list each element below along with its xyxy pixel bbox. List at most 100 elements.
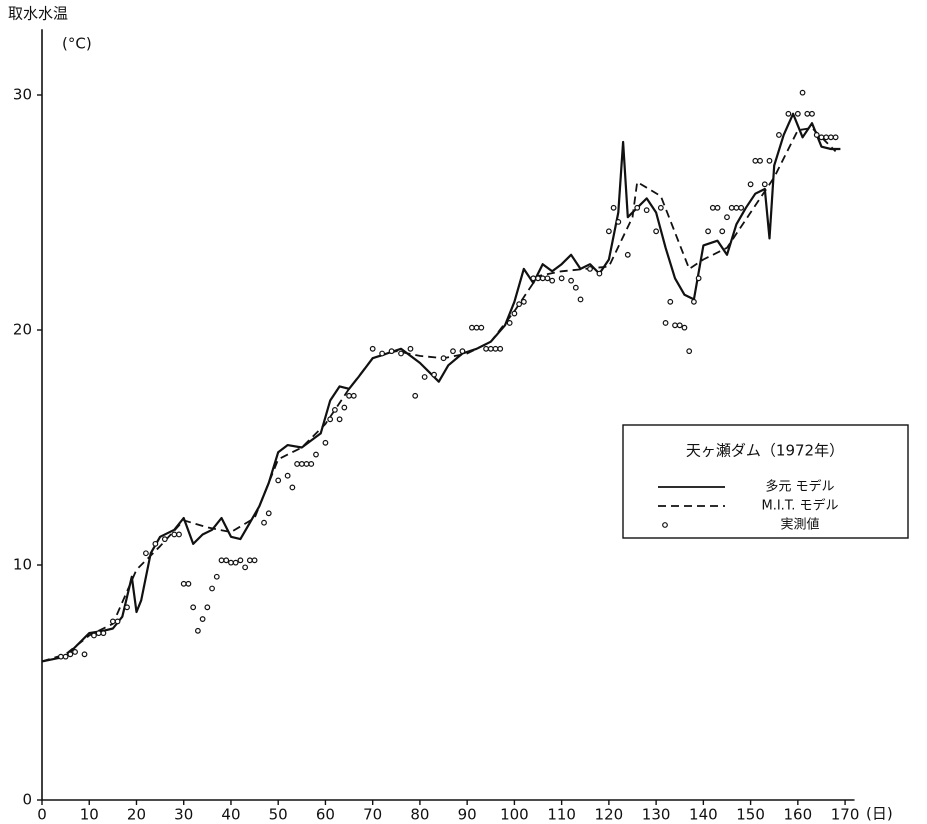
data-point: [313, 451, 319, 458]
x-tick-label: 130: [642, 806, 671, 824]
data-point: [724, 214, 730, 221]
data-point: [350, 392, 357, 399]
data-point: [62, 653, 69, 660]
data-point: [478, 324, 485, 331]
data-point: [459, 348, 466, 355]
data-point: [492, 345, 499, 352]
data-point: [308, 461, 315, 467]
data-point: [440, 355, 447, 362]
data-point: [549, 277, 556, 284]
data-point: [242, 564, 249, 571]
data-point: [246, 557, 253, 564]
data-point: [520, 298, 527, 305]
x-tick-label: 60: [316, 806, 335, 824]
x-tick-label: 0: [37, 806, 47, 824]
data-point: [799, 89, 806, 96]
y-tick-label: 20: [13, 321, 32, 339]
data-point: [161, 536, 168, 543]
data-point: [577, 296, 584, 303]
data-point: [289, 484, 296, 491]
data-point: [794, 110, 801, 117]
data-point: [506, 320, 513, 326]
data-point: [341, 404, 348, 411]
data-point: [657, 204, 664, 211]
data-point: [823, 134, 830, 141]
data-point: [265, 510, 272, 517]
data-point: [483, 345, 489, 352]
data-point: [431, 371, 437, 378]
y-axis-unit: (°C): [62, 35, 92, 53]
data-point: [539, 275, 546, 282]
data-point: [672, 322, 678, 329]
data-point: [605, 228, 612, 235]
x-tick-label: 120: [595, 806, 624, 824]
data-point: [237, 557, 244, 564]
data-point: [544, 275, 551, 282]
data-point: [322, 439, 329, 446]
data-point: [714, 204, 721, 211]
data-point: [346, 392, 352, 399]
data-point: [185, 580, 192, 587]
data-point: [568, 277, 574, 284]
data-point: [407, 345, 414, 352]
data-point: [757, 157, 763, 164]
data-point: [152, 540, 159, 547]
data-point: [95, 630, 102, 637]
data-point: [804, 110, 811, 117]
data-point: [180, 580, 187, 587]
data-point: [67, 651, 74, 658]
x-tick-label: 50: [269, 806, 288, 824]
data-point: [204, 604, 211, 611]
line: [41, 112, 841, 663]
data-point: [124, 604, 130, 611]
data-point: [776, 132, 782, 138]
data-point: [209, 585, 215, 592]
line: [41, 127, 837, 663]
x-axis-unit: (日): [866, 805, 893, 823]
x-tick-label: 160: [784, 806, 813, 824]
data-point: [213, 573, 220, 580]
data-point: [303, 461, 310, 467]
data-point: [624, 251, 631, 258]
data-point: [284, 472, 291, 479]
data-point: [516, 301, 523, 308]
data-point: [511, 310, 518, 317]
data-point: [497, 345, 504, 352]
data-point: [398, 350, 404, 357]
data-point: [667, 298, 674, 305]
legend-title: 天ヶ瀬ダム（1972年）: [686, 442, 844, 460]
data-point: [761, 181, 768, 188]
data-point: [686, 348, 693, 355]
data-point: [587, 266, 593, 272]
data-point: [275, 477, 282, 484]
data-point: [421, 374, 428, 380]
data-point: [747, 181, 754, 188]
data-point: [109, 618, 116, 625]
data-point: [298, 461, 305, 467]
data-point: [610, 204, 617, 211]
data-point: [691, 298, 697, 305]
data-point: [535, 275, 541, 282]
data-point: [223, 557, 230, 564]
data-point: [832, 134, 839, 141]
x-tick-label: 70: [363, 806, 382, 824]
data-point: [785, 110, 792, 117]
data-point: [738, 204, 745, 211]
data-point: [468, 324, 475, 331]
data-point: [194, 627, 201, 634]
data-point: [379, 350, 386, 357]
legend-marker: [662, 522, 668, 528]
data-point: [752, 157, 759, 164]
data-point: [596, 270, 603, 277]
legend-label: 実測値: [780, 517, 819, 533]
data-point: [336, 416, 343, 423]
data-point: [261, 519, 267, 526]
data-point: [695, 275, 702, 282]
x-tick-label: 150: [736, 806, 765, 824]
data-point: [719, 228, 726, 235]
data-point: [634, 204, 641, 211]
x-tick-label: 90: [458, 806, 477, 824]
data-point: [199, 616, 206, 622]
data-point: [653, 228, 660, 235]
y-tick-label: 10: [13, 556, 32, 574]
